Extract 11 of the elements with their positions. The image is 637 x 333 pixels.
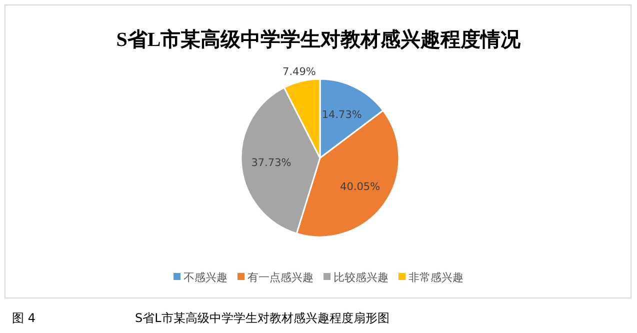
- data-label: 7.49%: [282, 66, 316, 78]
- legend-label: 有一点感兴趣: [248, 270, 314, 284]
- legend-label: 非常感兴趣: [408, 270, 464, 284]
- chart-title: S省L市某高级中学学生对教材感兴趣程度情况: [116, 28, 522, 51]
- data-label: 14.73%: [322, 108, 362, 121]
- legend-label: 不感兴趣: [184, 270, 228, 284]
- data-label: 40.05%: [340, 180, 380, 193]
- data-label: 37.73%: [251, 156, 292, 169]
- legend-label: 比较感兴趣: [334, 270, 388, 284]
- caption: 图 4: [12, 311, 36, 325]
- text: S省L市某高级中学学生对教材感兴趣程度扇形图: [135, 311, 390, 325]
